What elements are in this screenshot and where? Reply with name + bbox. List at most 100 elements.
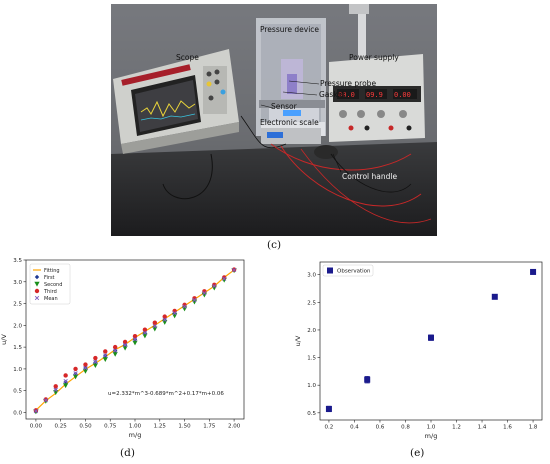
label-pressure-probe: Pressure probe (320, 79, 377, 88)
d-xtick-label-7: 1.75 (203, 424, 216, 430)
caption-c: (c) (267, 239, 282, 251)
d-point-mean-19 (222, 276, 227, 281)
d-point-mean-17 (202, 290, 207, 296)
chart-d: 0.00 0.25 0.50 0.75 1.00 1.25 1.50 1.75 2.00 0.0 0… (0, 254, 272, 444)
d-xtick-label-6: 1.50 (178, 424, 191, 430)
d-point-third-2 (53, 384, 58, 389)
d-legend-label-mean: Mean (44, 296, 58, 302)
e-ytick-label-1: 1.0 (307, 383, 316, 389)
d-point-second-5 (82, 368, 89, 374)
d-point-mean-0 (33, 409, 39, 414)
e-point-4 (530, 268, 537, 275)
e-xtick-label-7: 1.6 (503, 425, 512, 431)
e-legend-label-observation: Observation (337, 269, 371, 275)
d-point-mean-10 (132, 337, 138, 342)
d-legend-label-third: Third (43, 289, 57, 295)
d-point-second-14 (171, 313, 178, 319)
d-point-third-18 (212, 282, 217, 288)
d-point-mean-18 (212, 283, 217, 289)
pressure-device (256, 18, 326, 136)
d-point-mean-6 (93, 359, 98, 365)
svg-text:00.0: 00.0 (338, 91, 355, 99)
d-point-second-11 (142, 333, 148, 339)
e-xtick-label-2: 0.6 (376, 425, 385, 431)
e-ytick-label-0: 0.5 (307, 411, 316, 417)
d-point-third-19 (221, 275, 227, 280)
d-point-third-0 (33, 408, 39, 413)
e-plot-frame (319, 261, 543, 421)
e-xtick-label-8: 1.8 (529, 425, 538, 431)
d-point-second-3 (62, 383, 69, 389)
power-supply: 00.0 09.9 0.00 (329, 54, 425, 142)
d-point-mean-9 (122, 342, 128, 348)
d-point-mean-1 (43, 398, 48, 403)
svg-text:09.9: 09.9 (366, 91, 383, 99)
e-point-2 (428, 334, 434, 341)
d-point-mean-8 (113, 348, 118, 353)
e-legend-swatch-observation (327, 267, 333, 274)
d-point-third-10 (132, 334, 138, 339)
e-ytick-label-4: 2.5 (307, 300, 316, 306)
d-legend-box (29, 263, 71, 305)
chart-e-svg: 0.2 0.4 0.6 0.8 1.0 1.2 1.4 1.6 1.8 0.5 1.0 1.5 2.0 2… (294, 261, 543, 440)
d-point-second-13 (162, 320, 168, 325)
d-point-third-1 (43, 397, 49, 402)
caption-d: (d) (120, 447, 135, 459)
d-point-mean-4 (73, 371, 78, 376)
d-xtick-label-1: 0.25 (55, 424, 68, 430)
d-point-second-7 (102, 357, 108, 362)
e-point-1 (364, 376, 371, 383)
e-xtick-label-6: 1.4 (478, 425, 487, 431)
d-ytick-label-2: 1.0 (13, 367, 22, 373)
d-point-first-4 (73, 371, 78, 377)
setup-photo-image: 00.0 09.9 0.00 (111, 4, 437, 236)
e-xtick-label-3: 0.8 (401, 425, 410, 431)
d-xtick-label-4: 1.00 (129, 424, 142, 430)
d-point-second-10 (132, 340, 138, 346)
d-point-second-8 (112, 351, 118, 357)
d-ytick-label-3: 1.5 (13, 345, 22, 351)
label-power-supply: Power supply (349, 53, 399, 62)
d-point-mean-3 (63, 378, 68, 384)
label-sensor: Sensor (271, 102, 297, 111)
d-point-second-4 (72, 374, 79, 380)
d-legend-swatch-second (34, 281, 40, 287)
d-point-third-3 (63, 373, 68, 378)
label-electronic-scale: Electronic scale (260, 118, 319, 127)
e-ytick-label-2: 1.5 (307, 356, 316, 362)
label-pressure-device: Pressure device (260, 25, 320, 34)
d-point-mean-12 (152, 324, 157, 329)
e-xtick-label-5: 1.2 (452, 425, 461, 431)
e-xtick-label-4: 1.0 (427, 425, 436, 431)
label-control-handle: Control handle (342, 172, 398, 181)
d-point-second-12 (152, 326, 158, 332)
d-point-third-13 (162, 314, 167, 319)
e-point-0 (325, 405, 332, 412)
d-ylabel: u/V (0, 334, 8, 345)
d-point-third-8 (112, 344, 118, 350)
d-point-third-7 (103, 349, 108, 354)
d-point-third-5 (83, 362, 88, 367)
e-xtick-label-0: 0.2 (325, 425, 334, 431)
d-point-mean-13 (162, 317, 167, 322)
d-point-mean-15 (182, 304, 187, 309)
d-ytick-label-5: 2.5 (13, 302, 22, 308)
label-scope: Scope (176, 53, 199, 62)
d-point-first-3 (63, 379, 68, 385)
e-series-observation (325, 268, 537, 413)
d-point-third-9 (122, 339, 128, 345)
caption-e: (e) (410, 447, 425, 459)
d-xtick-label-5: 1.25 (154, 424, 167, 430)
d-legend-swatch-mean (34, 295, 40, 301)
e-point-3 (491, 293, 498, 300)
svg-text:0.00: 0.00 (394, 91, 411, 99)
d-point-third-6 (93, 355, 98, 361)
chart-e: 0.2 0.4 0.6 0.8 1.0 1.2 1.4 1.6 1.8 0.5 1.0 1.5 2.0 2… (280, 254, 550, 444)
e-ylabel: u/V (294, 335, 302, 346)
d-point-mean-16 (192, 297, 197, 303)
d-xtick-label-2: 0.50 (79, 424, 92, 430)
d-ytick-label-7: 3.5 (13, 258, 22, 264)
d-xtick-label-3: 0.75 (104, 424, 117, 430)
chart-d-svg: 0.00 0.25 0.50 0.75 1.00 1.25 1.50 1.75 2.00 0.0 0… (0, 258, 245, 439)
